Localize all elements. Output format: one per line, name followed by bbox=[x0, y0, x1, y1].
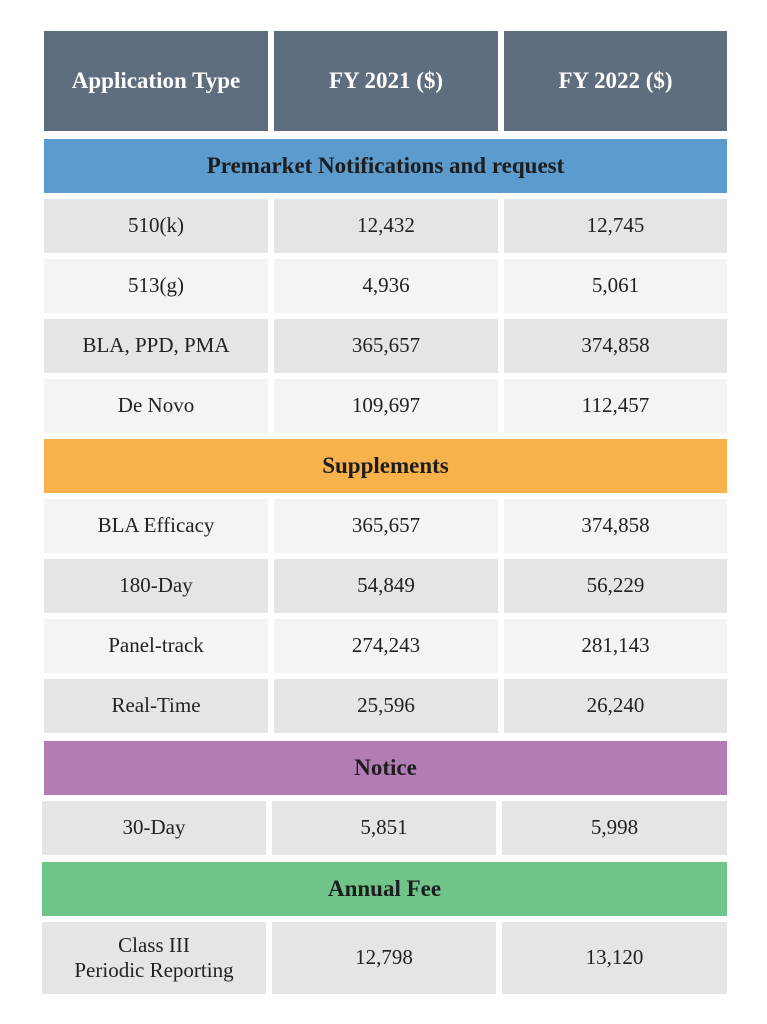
row-fy2021: 54,849 bbox=[274, 559, 498, 613]
row-fy2022: 374,858 bbox=[504, 499, 727, 553]
row-type: Real-Time bbox=[44, 679, 268, 733]
row-type: Panel-track bbox=[44, 619, 268, 673]
row-fy2022: 5,061 bbox=[504, 259, 727, 313]
row-fy2022: 281,143 bbox=[504, 619, 727, 673]
row-type-line1: Class III bbox=[118, 932, 190, 957]
header-fy2021: FY 2021 ($) bbox=[274, 31, 498, 131]
row-type-line2: Periodic Reporting bbox=[74, 958, 234, 982]
row-type: 513(g) bbox=[44, 259, 268, 313]
row-fy2022: 5,998 bbox=[502, 801, 727, 855]
header-fy2022: FY 2022 ($) bbox=[504, 31, 727, 131]
row-fy2021: 12,432 bbox=[274, 199, 498, 253]
row-fy2021: 365,657 bbox=[274, 319, 498, 373]
row-fy2021: 4,936 bbox=[274, 259, 498, 313]
section-band-annual-fee: Annual Fee bbox=[42, 862, 727, 916]
row-type: BLA, PPD, PMA bbox=[44, 319, 268, 373]
row-fy2021: 109,697 bbox=[274, 379, 498, 433]
section-band-notice: Notice bbox=[44, 741, 727, 795]
row-fy2022: 12,745 bbox=[504, 199, 727, 253]
section-band-premarket: Premarket Notifications and request bbox=[44, 139, 727, 193]
row-fy2021: 25,596 bbox=[274, 679, 498, 733]
row-type: BLA Efficacy bbox=[44, 499, 268, 553]
row-fy2022: 112,457 bbox=[504, 379, 727, 433]
row-type: 30-Day bbox=[42, 801, 266, 855]
row-fy2022: 26,240 bbox=[504, 679, 727, 733]
row-fy2021: 274,243 bbox=[274, 619, 498, 673]
row-fy2021: 12,798 bbox=[272, 922, 496, 994]
row-type: Class III Periodic Reporting bbox=[42, 922, 266, 994]
row-type: 510(k) bbox=[44, 199, 268, 253]
row-fy2022: 374,858 bbox=[504, 319, 727, 373]
row-fy2022: 13,120 bbox=[502, 922, 727, 994]
row-type: De Novo bbox=[44, 379, 268, 433]
row-fy2021: 365,657 bbox=[274, 499, 498, 553]
section-band-supplements: Supplements bbox=[44, 439, 727, 493]
header-application-type: Application Type bbox=[44, 31, 268, 131]
row-fy2022: 56,229 bbox=[504, 559, 727, 613]
row-type: 180-Day bbox=[44, 559, 268, 613]
row-fy2021: 5,851 bbox=[272, 801, 496, 855]
